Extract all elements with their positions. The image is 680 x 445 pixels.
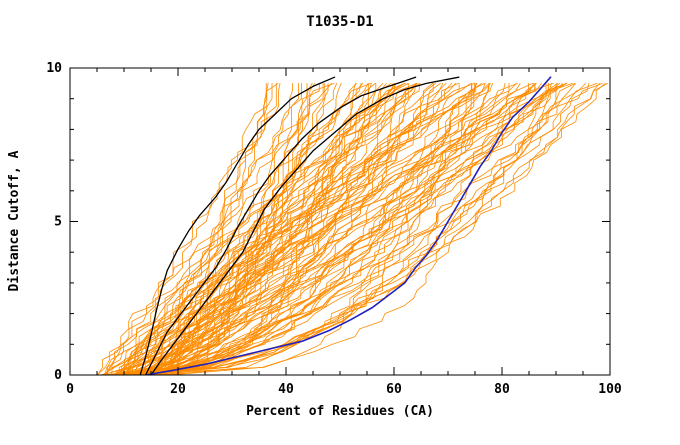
ensemble-curve — [133, 83, 590, 375]
ensemble-curve — [127, 83, 409, 375]
ensemble-curve — [164, 83, 418, 375]
ensemble-curve — [120, 83, 558, 375]
ensemble-curve — [126, 83, 547, 375]
ensemble-curve — [134, 83, 475, 375]
ensemble-curve — [143, 83, 587, 375]
ensemble-curve — [164, 83, 536, 375]
ensemble-curve — [151, 83, 486, 375]
ensemble-curve — [123, 83, 477, 375]
ensemble-curve — [138, 83, 369, 375]
ensemble-curve — [103, 83, 417, 375]
ensemble-curve — [107, 83, 536, 375]
ensemble-curve — [147, 83, 490, 375]
ensemble-curve — [126, 83, 460, 375]
ensemble-curve — [161, 83, 377, 375]
ensemble-curve — [140, 83, 447, 375]
x-tick-label: 60 — [386, 382, 402, 397]
ensemble-curve — [164, 83, 537, 375]
chart-title: T1035-D1 — [306, 14, 373, 30]
ensemble-curve — [148, 83, 277, 375]
y-axis-title: Distance Cutoff, A — [7, 150, 22, 291]
ensemble-curve — [139, 83, 384, 375]
reference-model-3-curve — [150, 76, 460, 375]
x-tick-label: 0 — [66, 382, 74, 397]
y-tick-label: 10 — [46, 61, 62, 76]
y-tick-label: 0 — [54, 368, 62, 383]
ensemble-curve — [142, 83, 396, 375]
ensemble-curve — [160, 83, 387, 375]
highlight-curves — [139, 76, 552, 375]
y-tick-label: 5 — [54, 215, 62, 230]
ensemble-curve — [133, 83, 560, 375]
ensemble-curve — [156, 83, 299, 375]
ensemble-curve — [157, 83, 471, 375]
ensemble-curve — [164, 83, 362, 375]
ensemble-curve — [117, 83, 478, 375]
ensemble-curve — [107, 83, 281, 375]
ensemble-curve — [163, 83, 477, 375]
ensemble-curve — [119, 83, 606, 375]
ensemble-curve — [103, 83, 482, 375]
ensemble-curve — [168, 83, 576, 375]
axis-tick-labels: 0 20 40 60 80 100 0 5 10 — [46, 61, 622, 397]
ensemble-curve — [145, 83, 603, 375]
ensemble-curve — [132, 83, 542, 375]
ensemble-curve — [121, 83, 485, 375]
ensemble-curve — [161, 83, 567, 375]
highlighted-model-curve — [144, 76, 552, 375]
reference-model-2-curve — [144, 76, 417, 375]
ensemble-curve — [138, 83, 517, 375]
x-axis-title: Percent of Residues (CA) — [246, 404, 434, 419]
ensemble-curve — [140, 83, 456, 375]
ensemble-curve — [138, 83, 552, 375]
ensemble-curve — [169, 83, 472, 375]
x-tick-label: 100 — [598, 382, 622, 397]
x-tick-label: 80 — [494, 382, 510, 397]
axis-ticks — [69, 67, 611, 376]
x-tick-label: 20 — [170, 382, 186, 397]
ensemble-curve — [165, 83, 358, 375]
x-tick-label: 40 — [278, 382, 294, 397]
ensemble-curve — [154, 83, 421, 375]
ensemble-curves — [96, 83, 608, 375]
ensemble-curve — [160, 83, 376, 375]
ensemble-curve — [127, 83, 279, 375]
ensemble-curve — [102, 83, 476, 375]
reference-model-1-curve — [139, 76, 336, 375]
ensemble-curve — [145, 83, 537, 375]
ensemble-curve — [102, 83, 324, 375]
ensemble-curve — [136, 83, 473, 375]
